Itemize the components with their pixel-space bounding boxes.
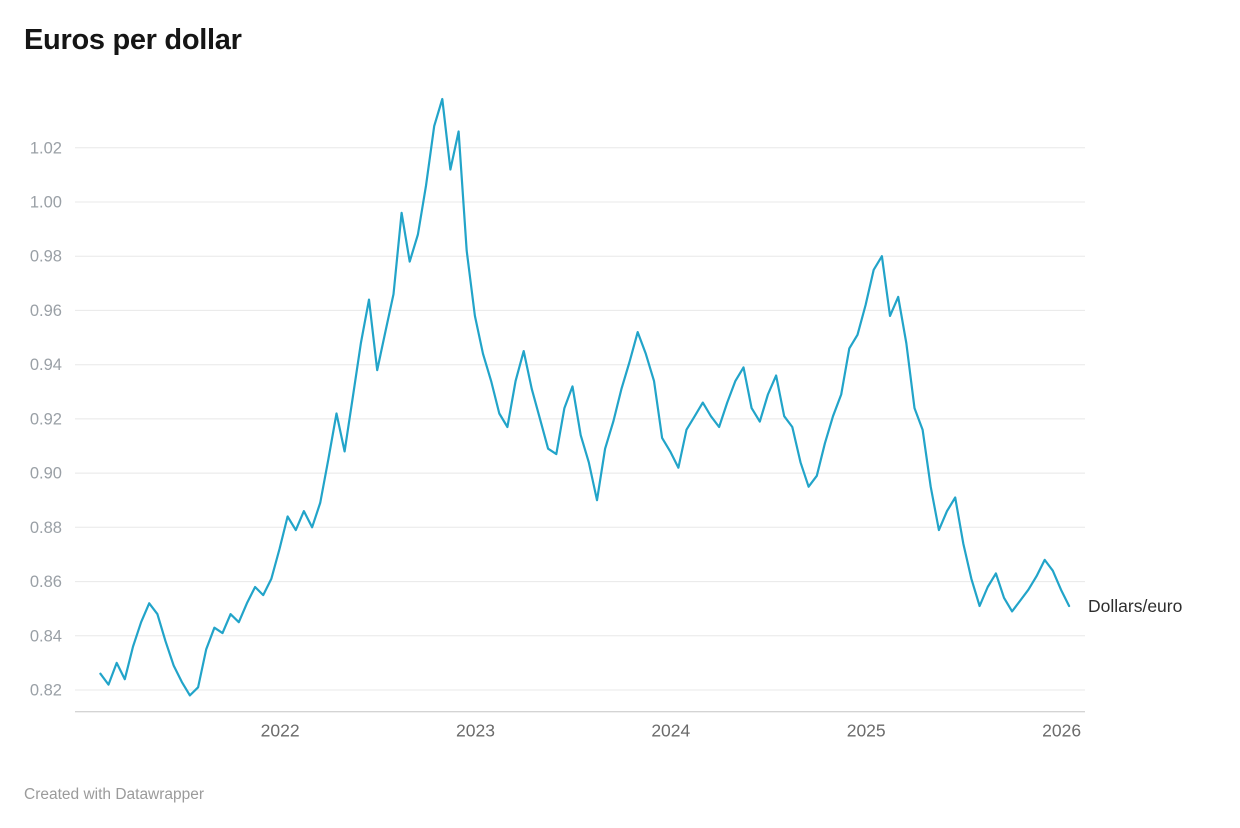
y-tick-label: 0.88 [30, 519, 62, 537]
datawrapper-attribution-link[interactable]: Created with Datawrapper [24, 786, 205, 803]
rate-line [99, 97, 1071, 697]
x-tick-label: 2022 [261, 721, 300, 741]
y-tick-label: 0.92 [30, 410, 62, 428]
y-tick-label: 1.00 [30, 194, 62, 212]
y-tick-label: 1.02 [30, 139, 62, 157]
chart-title: Euros per dollar [24, 24, 242, 56]
x-tick-label: 2026 [1042, 721, 1081, 741]
y-tick-label: 0.86 [30, 573, 62, 591]
y-tick-label: 0.98 [30, 248, 62, 266]
x-tick-label: 2023 [456, 721, 495, 741]
y-tick-label: 0.84 [30, 627, 62, 645]
x-tick-label: 2024 [651, 721, 690, 741]
y-tick-label: 0.96 [30, 302, 62, 320]
x-tick-label: 2025 [847, 721, 886, 741]
y-tick-label: 0.90 [30, 465, 62, 483]
y-tick-label: 0.82 [30, 682, 62, 700]
y-tick-label: 0.94 [30, 356, 62, 374]
series-label: Dollars/euro [1088, 596, 1183, 616]
